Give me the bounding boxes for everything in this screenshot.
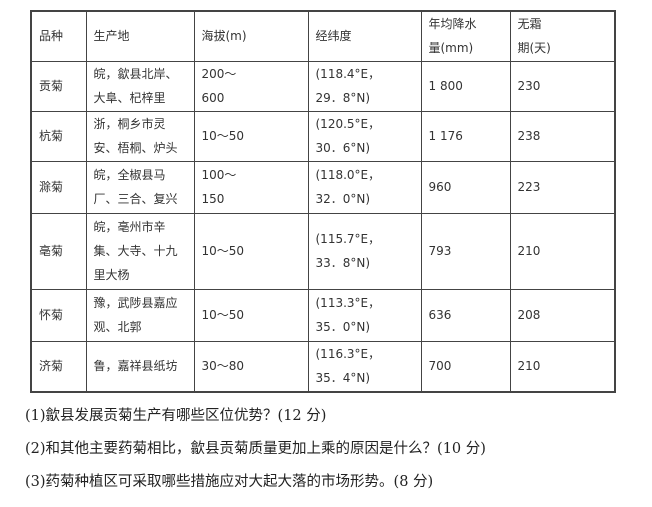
table-cell: 10～50 [193,110,309,162]
table-cell: (113.3°E， 35．0°N) [307,288,422,342]
table-cell: 皖，全椒县马 厂、三合、复兴 [85,160,195,214]
question-2: (2)和其他主要药菊相比，歙县贡菊质量更加上乘的原因是什么？(10 分) [25,441,486,457]
table-cell: 793 [420,212,511,290]
table-cell: 亳菊 [30,212,87,290]
table-cell: 10～50 [193,212,309,290]
table-header-row: 品种 生产地 海拔(m) 经纬度 年均降水 量(mm) 无霜 期(天) [30,10,616,62]
table-cell: 238 [509,110,616,162]
table-cell: 223 [509,160,616,214]
header-cell: 生产地 [85,10,195,62]
table-cell: 贡菊 [30,60,87,112]
table-cell: 230 [509,60,616,112]
table-cell: 杭菊 [30,110,87,162]
table-cell: 1 176 [420,110,511,162]
header-cell: 无霜 期(天) [509,10,616,62]
table-cell: 滁菊 [30,160,87,214]
table-cell: 636 [420,288,511,342]
table-row: 贡菊 皖，歙县北岸、 大阜、杞梓里 200～ 600 (118.4°E， 29．8°N… [30,60,616,112]
table-cell: 200～ 600 [193,60,309,112]
table-cell: 皖，歙县北岸、 大阜、杞梓里 [85,60,195,112]
question-3: (3)药菊种植区可采取哪些措施应对大起大落的市场形势。(8 分) [25,474,434,490]
chrysanthemum-table: 品种 生产地 海拔(m) 经纬度 年均降水 量(mm) 无霜 期(天) 贡菊 皖，歙县北岸、 … [30,10,616,393]
header-cell: 品种 [30,10,87,62]
table-cell: (118.0°E， 32．0°N) [307,160,422,214]
table-cell: (116.3°E， 35．4°N) [307,340,422,393]
header-cell: 经纬度 [307,10,422,62]
table-cell: 皖，亳州市辛 集、大寺、十九 里大杨 [85,212,195,290]
table-row: 亳菊 皖，亳州市辛 集、大寺、十九 里大杨 10～50 (115.7°E， 33．8°… [30,212,616,290]
table-cell: 济菊 [30,340,87,393]
question-1: (1)歙县发展贡菊生产有哪些区位优势？(12 分) [25,408,327,424]
table-cell: 鲁，嘉祥县纸坊 [85,340,195,393]
table-cell: 1 800 [420,60,511,112]
table-row: 济菊 鲁，嘉祥县纸坊 30～80 (116.3°E， 35．4°N) 700 210 [30,340,616,393]
table-cell: 208 [509,288,616,342]
header-cell: 海拔(m) [193,10,309,62]
table-cell: (120.5°E， 30．6°N) [307,110,422,162]
table-cell: 10～50 [193,288,309,342]
table-cell: 浙，桐乡市灵 安、梧桐、炉头 [85,110,195,162]
table-cell: 100～ 150 [193,160,309,214]
table-cell: 700 [420,340,511,393]
table-cell: 怀菊 [30,288,87,342]
table-cell: (115.7°E， 33．8°N) [307,212,422,290]
table-row: 滁菊 皖，全椒县马 厂、三合、复兴 100～ 150 (118.0°E， 32．0°N… [30,160,616,214]
table-cell: 210 [509,340,616,393]
table-row: 怀菊 豫，武陟县嘉应 观、北郭 10～50 (113.3°E， 35．0°N) 636 2… [30,288,616,342]
table-cell: 210 [509,212,616,290]
table-cell: (118.4°E， 29．8°N) [307,60,422,112]
table-row: 杭菊 浙，桐乡市灵 安、梧桐、炉头 10～50 (120.5°E， 30．6°N) 1 … [30,110,616,162]
header-cell: 年均降水 量(mm) [420,10,511,62]
table-cell: 30～80 [193,340,309,393]
table-cell: 960 [420,160,511,214]
table-cell: 豫，武陟县嘉应 观、北郭 [85,288,195,342]
